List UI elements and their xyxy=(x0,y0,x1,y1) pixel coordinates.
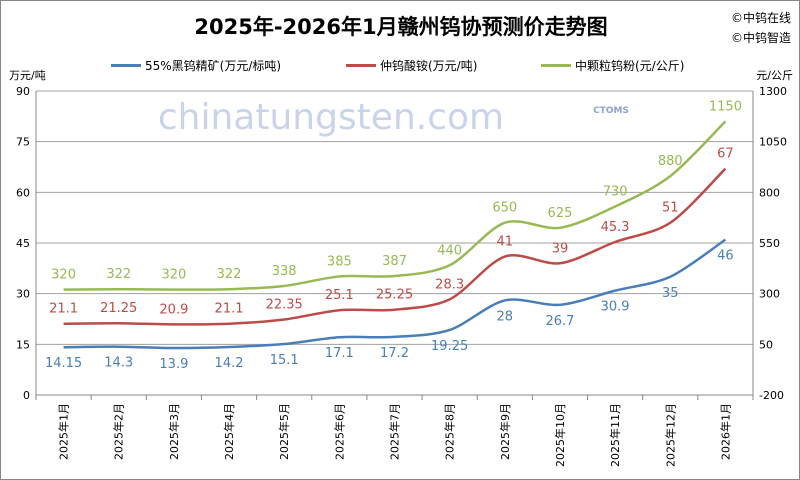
right-tick-label: -200 xyxy=(759,389,784,402)
left-tick-label: 0 xyxy=(23,389,30,402)
left-tick-label: 90 xyxy=(16,85,30,98)
data-label: 15.1 xyxy=(270,353,299,368)
x-tick-label: 2025年12月 xyxy=(663,403,677,467)
x-tick-label: 2025年4月 xyxy=(222,403,236,460)
legend-swatch xyxy=(346,64,376,67)
data-label: 14.15 xyxy=(45,356,82,371)
copyright-1: ©中钨在线 xyxy=(730,11,791,25)
data-label: 17.1 xyxy=(325,346,354,361)
data-label: 22.35 xyxy=(266,298,303,313)
data-label: 650 xyxy=(492,201,517,216)
data-label: 320 xyxy=(161,268,186,283)
data-label: 14.2 xyxy=(215,356,244,371)
x-tick-label: 2025年9月 xyxy=(498,403,512,460)
data-label: 625 xyxy=(548,206,573,221)
right-tick-label: 800 xyxy=(759,186,780,199)
watermark: chinatungsten.com xyxy=(158,97,504,138)
data-label: 25.25 xyxy=(376,288,413,303)
x-tick-label: 2025年5月 xyxy=(277,403,291,460)
data-label: 28.3 xyxy=(435,277,464,292)
data-label: 322 xyxy=(217,267,242,282)
data-label: 30.9 xyxy=(601,300,630,315)
x-tick-label: 2025年10月 xyxy=(553,403,567,467)
data-label: 45.3 xyxy=(601,220,630,235)
x-tick-label: 2026年1月 xyxy=(718,403,732,460)
legend-label: 仲钨酸铵(万元/吨) xyxy=(380,59,478,73)
right-tick-label: 1300 xyxy=(759,85,787,98)
data-label: 322 xyxy=(106,267,131,282)
right-tick-label: 550 xyxy=(759,237,780,250)
left-tick-label: 15 xyxy=(16,338,30,351)
legend-label: 中颗粒钨粉(元/公斤) xyxy=(575,59,685,73)
data-label: 67 xyxy=(717,147,734,162)
data-label: 26.7 xyxy=(545,314,574,329)
data-label: 387 xyxy=(382,254,407,269)
legend-item-concentrate: 55%黑钨精矿(万元/标吨) xyxy=(111,57,281,74)
data-label: 51 xyxy=(662,201,679,216)
data-label: 320 xyxy=(51,268,76,283)
left-tick-label: 60 xyxy=(16,186,30,199)
right-tick-label: 50 xyxy=(759,338,773,351)
data-label: 25.1 xyxy=(325,288,354,303)
data-label: 14.3 xyxy=(104,356,133,371)
data-label: 35 xyxy=(662,286,679,301)
right-tick-label: 300 xyxy=(759,288,780,301)
series-line-0 xyxy=(63,238,727,350)
legend-item-powder: 中颗粒钨粉(元/公斤) xyxy=(541,57,684,74)
data-label: 385 xyxy=(327,254,352,269)
data-label: 1150 xyxy=(709,99,742,114)
data-label: 20.9 xyxy=(159,302,188,317)
legend-swatch xyxy=(111,64,141,67)
left-tick-label: 30 xyxy=(16,288,30,301)
data-label: 730 xyxy=(603,185,628,200)
x-tick-label: 2025年1月 xyxy=(57,403,71,460)
data-label: 46 xyxy=(717,249,734,264)
x-tick-label: 2025年6月 xyxy=(332,403,346,460)
legend-swatch xyxy=(541,64,571,67)
data-label: 338 xyxy=(272,264,297,279)
x-tick-label: 2025年2月 xyxy=(112,403,126,460)
x-tick-label: 2025年3月 xyxy=(167,403,181,460)
data-label: 28 xyxy=(497,309,514,324)
data-label: 41 xyxy=(497,235,514,250)
data-label: 21.1 xyxy=(49,302,78,317)
right-axis-unit: 元/公斤 xyxy=(756,69,793,82)
data-label: 19.25 xyxy=(431,339,468,354)
x-tick-label: 2025年7月 xyxy=(388,403,402,460)
legend-item-apt: 仲钨酸铵(万元/吨) xyxy=(346,57,477,74)
watermark-logo: CTOMS xyxy=(593,106,629,116)
chart-title: 2025年-2026年1月赣州钨协预测价走势图 xyxy=(194,15,608,39)
x-tick-label: 2025年8月 xyxy=(443,403,457,460)
left-tick-label: 75 xyxy=(16,136,30,149)
data-label: 39 xyxy=(552,241,569,256)
copyright-2: ©中钨智造 xyxy=(730,31,791,45)
data-label: 21.1 xyxy=(215,302,244,317)
x-tick-label: 2025年11月 xyxy=(608,403,622,467)
series-line-1 xyxy=(63,167,727,326)
data-label: 880 xyxy=(658,154,683,169)
right-tick-label: 1050 xyxy=(759,136,787,149)
left-axis-unit: 万元/吨 xyxy=(9,69,46,82)
left-tick-label: 45 xyxy=(16,237,30,250)
series-line-2 xyxy=(63,120,727,291)
data-label: 17.2 xyxy=(380,346,409,361)
data-label: 440 xyxy=(437,243,462,258)
data-label: 13.9 xyxy=(159,357,188,372)
legend-label: 55%黑钨精矿(万元/标吨) xyxy=(145,59,282,73)
data-label: 21.25 xyxy=(100,301,137,316)
